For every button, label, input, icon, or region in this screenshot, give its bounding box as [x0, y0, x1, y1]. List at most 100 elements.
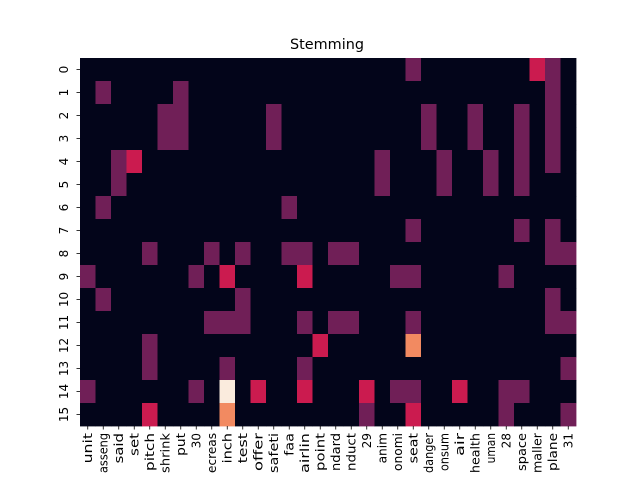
heatmap-cell-6-27: [498, 196, 515, 220]
heatmap-cell-10-23: [436, 288, 453, 312]
heatmap-cell-12-31: [560, 334, 577, 358]
heatmap-cell-15-10: [235, 403, 251, 427]
heatmap-cell-8-6: [173, 242, 189, 266]
heatmap-cell-12-1: [95, 334, 112, 358]
heatmap-cell-15-25: [467, 403, 484, 427]
heatmap-cell-6-17: [343, 196, 360, 220]
heatmap-cell-0-12: [266, 58, 282, 82]
heatmap-cell-14-28: [514, 380, 530, 404]
heatmap-cell-2-12: [266, 104, 282, 128]
x-tick-label: put: [174, 433, 188, 456]
heatmap-cell-7-19: [374, 219, 391, 243]
heatmap-cell-8-4: [142, 242, 158, 266]
heatmap-cell-1-1: [95, 81, 112, 105]
heatmap-cell-6-21: [405, 196, 422, 220]
heatmap-cell-3-1: [95, 127, 112, 151]
heatmap-cell-3-23: [436, 127, 453, 151]
heatmap-cell-9-12: [266, 265, 282, 289]
chart-title: Stemming: [290, 37, 364, 53]
heatmap-cell-2-1: [95, 104, 112, 128]
heatmap-cell-5-21: [405, 173, 422, 197]
heatmap-cell-10-0: [80, 288, 96, 312]
heatmap-cell-7-27: [498, 219, 515, 243]
heatmap-cell-0-15: [312, 58, 329, 82]
heatmap-cell-6-19: [374, 196, 391, 220]
heatmap-cell-6-30: [545, 196, 561, 220]
heatmap-cell-10-7: [188, 288, 205, 312]
heatmap-cell-2-7: [188, 104, 205, 128]
heatmap-cell-11-3: [126, 311, 143, 335]
heatmap-cell-0-1: [95, 58, 112, 82]
heatmap-cell-15-22: [421, 403, 437, 427]
heatmap-cell-15-13: [281, 403, 298, 427]
heatmap-cell-8-1: [95, 242, 112, 266]
x-tick-label: unit: [81, 433, 95, 464]
heatmap-cell-9-6: [173, 265, 189, 289]
x-tick-label: test: [236, 433, 250, 464]
heatmap-cell-4-3: [126, 150, 143, 174]
heatmap-cell-6-26: [483, 196, 499, 220]
heatmap-cell-15-6: [173, 403, 189, 427]
heatmap-cell-11-29: [529, 311, 546, 335]
y-tick-label: 8: [57, 250, 71, 258]
heatmap-cell-2-20: [390, 104, 406, 128]
heatmap-cell-15-3: [126, 403, 143, 427]
x-tick-label: airlin: [298, 433, 312, 473]
heatmap-cell-2-0: [80, 104, 96, 128]
heatmap-cell-5-31: [560, 173, 577, 197]
heatmap-cell-2-3: [126, 104, 143, 128]
heatmap-cell-11-25: [467, 311, 484, 335]
x-tick-label: onomi: [391, 433, 405, 471]
heatmap-cell-11-30: [545, 311, 561, 335]
heatmap-cell-10-30: [545, 288, 561, 312]
heatmap-cell-5-1: [95, 173, 112, 197]
x-tick-label: 29: [360, 433, 374, 448]
heatmap-cell-11-13: [281, 311, 298, 335]
heatmap-cell-8-25: [467, 242, 484, 266]
heatmap-cell-0-25: [467, 58, 484, 82]
heatmap-cell-14-15: [312, 380, 329, 404]
heatmap-cell-11-24: [452, 311, 468, 335]
heatmap-cell-8-7: [188, 242, 205, 266]
heatmap-cell-5-22: [421, 173, 437, 197]
heatmap-cell-9-5: [157, 265, 174, 289]
x-tick-label: 31: [561, 433, 575, 448]
heatmap-cell-8-12: [266, 242, 282, 266]
heatmap-cell-9-22: [421, 265, 437, 289]
heatmap-cell-14-14: [297, 380, 313, 404]
heatmap-cell-9-21: [405, 265, 422, 289]
heatmap-cell-4-29: [529, 150, 546, 174]
heatmap-cell-11-26: [483, 311, 499, 335]
heatmap-cell-3-25: [467, 127, 484, 151]
heatmap-cell-5-9: [219, 173, 236, 197]
heatmap-cell-15-4: [142, 403, 158, 427]
heatmap-cell-1-16: [328, 81, 344, 105]
heatmap-cell-12-20: [390, 334, 406, 358]
heatmap-cell-10-6: [173, 288, 189, 312]
heatmap-cell-12-26: [483, 334, 499, 358]
heatmap-cell-15-23: [436, 403, 453, 427]
heatmap-cell-0-4: [142, 58, 158, 82]
heatmap-cell-13-9: [219, 357, 236, 381]
heatmap-cell-11-27: [498, 311, 515, 335]
heatmap-cell-14-0: [80, 380, 96, 404]
heatmap-cell-9-14: [297, 265, 313, 289]
heatmap-cell-0-8: [204, 58, 220, 82]
heatmap-cell-12-28: [514, 334, 530, 358]
x-tick-label: 30: [189, 433, 203, 448]
heatmap-cell-8-23: [436, 242, 453, 266]
heatmap-cell-13-15: [312, 357, 329, 381]
heatmap-cell-14-26: [483, 380, 499, 404]
heatmap-cell-14-17: [343, 380, 360, 404]
heatmap-cell-8-27: [498, 242, 515, 266]
heatmap-cell-9-4: [142, 265, 158, 289]
heatmap-cell-11-20: [390, 311, 406, 335]
heatmap-cell-0-18: [359, 58, 375, 82]
heatmap-cell-12-12: [266, 334, 282, 358]
heatmap-cell-9-13: [281, 265, 298, 289]
y-tick-label: 9: [57, 273, 71, 281]
heatmap-cell-11-23: [436, 311, 453, 335]
heatmap-cell-12-9: [219, 334, 236, 358]
heatmap-cell-0-3: [126, 58, 143, 82]
